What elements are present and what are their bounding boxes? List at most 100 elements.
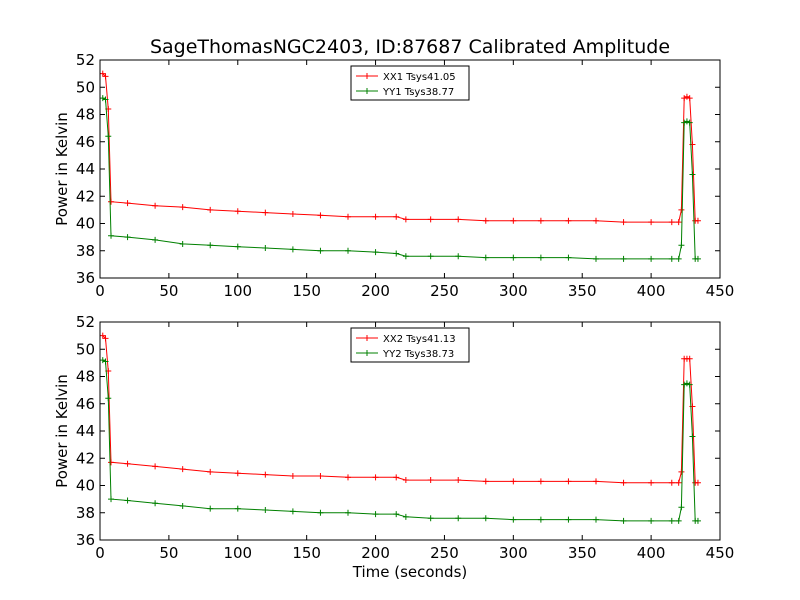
data-point <box>393 474 400 481</box>
legend-marker <box>364 350 370 356</box>
data-point <box>289 246 296 253</box>
data-point <box>99 332 106 339</box>
data-point <box>372 213 379 220</box>
data-point <box>675 517 682 524</box>
x-tick-label: 250 <box>430 544 459 562</box>
data-point <box>668 255 675 262</box>
legend-label: XX2 Tsys41.13 <box>383 334 456 345</box>
data-point <box>102 335 109 342</box>
data-point <box>675 219 682 226</box>
data-point <box>179 204 186 211</box>
y-axis-label: Power in Kelvin <box>53 112 71 226</box>
data-point <box>593 516 599 523</box>
data-point <box>681 381 688 388</box>
data-point <box>683 118 690 125</box>
data-point <box>317 509 324 516</box>
data-point <box>537 254 544 261</box>
data-point <box>393 511 400 518</box>
data-point <box>668 219 675 226</box>
data-point <box>124 200 131 207</box>
legend: XX1 Tsys41.05 YY1 Tsys38.77 <box>350 65 470 101</box>
data-point <box>427 216 434 223</box>
data-point <box>683 93 690 100</box>
y-tick-label: 36 <box>76 531 95 549</box>
data-point <box>262 471 269 478</box>
data-point <box>565 478 572 485</box>
data-point <box>427 477 434 484</box>
data-point <box>537 217 544 224</box>
data-point <box>105 133 112 140</box>
y-tick-label: 44 <box>76 160 95 178</box>
data-point <box>102 358 109 365</box>
data-point <box>345 247 351 254</box>
data-point <box>565 254 572 261</box>
data-point <box>482 478 489 485</box>
data-point <box>681 119 688 126</box>
data-point <box>648 479 655 486</box>
series-line-2-1 <box>102 335 698 484</box>
y-tick-label: 38 <box>76 242 95 260</box>
data-point <box>108 459 115 466</box>
data-point <box>317 247 324 254</box>
data-point <box>694 255 701 262</box>
legend-marker <box>364 73 370 79</box>
data-point <box>686 381 693 388</box>
y-tick-label: 44 <box>76 422 95 440</box>
data-point <box>537 516 544 523</box>
data-point <box>99 70 106 77</box>
data-point <box>234 505 241 512</box>
data-point <box>99 357 106 364</box>
y-tick-label: 52 <box>76 313 95 331</box>
data-point <box>620 479 627 486</box>
data-point <box>455 515 462 522</box>
data-point <box>207 505 214 512</box>
data-point <box>402 216 409 223</box>
data-point <box>108 496 115 503</box>
x-tick-label: 300 <box>499 544 528 562</box>
data-point <box>510 254 517 261</box>
data-point <box>372 511 379 518</box>
x-tick-label: 450 <box>706 544 735 562</box>
data-point <box>427 253 434 260</box>
series-line-1-2 <box>102 97 698 260</box>
data-point <box>668 479 675 486</box>
data-point <box>234 243 241 250</box>
x-tick-label: 400 <box>637 544 666 562</box>
data-point <box>179 466 186 473</box>
data-point <box>565 217 572 224</box>
data-point <box>262 507 269 514</box>
data-point <box>694 517 701 524</box>
data-point <box>179 502 186 509</box>
data-point <box>678 504 685 511</box>
data-point <box>648 255 655 262</box>
data-point <box>620 219 627 226</box>
legend-box <box>350 327 470 363</box>
data-point <box>124 460 131 467</box>
data-point <box>124 497 131 504</box>
data-point <box>482 217 489 224</box>
data-point <box>108 198 115 205</box>
data-point <box>108 232 115 239</box>
data-point <box>345 509 351 516</box>
data-point <box>683 380 690 387</box>
data-point <box>678 242 685 249</box>
data-point <box>207 468 214 475</box>
data-point <box>372 249 379 256</box>
chart-title: SageThomasNGC2403, ID:87687 Calibrated A… <box>150 36 670 58</box>
x-tick-label: 250 <box>430 282 459 300</box>
data-point <box>648 517 655 524</box>
x-tick-label: 0 <box>95 282 105 300</box>
data-point <box>565 516 572 523</box>
data-point <box>593 255 599 262</box>
data-point <box>152 202 159 209</box>
data-point <box>675 479 682 486</box>
data-point <box>102 96 109 103</box>
y-tick-label: 50 <box>76 340 95 358</box>
data-point <box>694 217 701 224</box>
data-point <box>345 213 351 220</box>
data-point <box>207 242 214 249</box>
data-point <box>372 474 379 481</box>
y-tick-label: 38 <box>76 504 95 522</box>
y-tick-label: 40 <box>76 215 95 233</box>
